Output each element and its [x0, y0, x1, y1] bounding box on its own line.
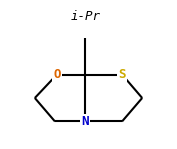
Text: i-Pr: i-Pr [70, 10, 100, 23]
Text: O: O [53, 68, 61, 81]
Text: S: S [118, 68, 126, 81]
Text: N: N [81, 115, 89, 128]
